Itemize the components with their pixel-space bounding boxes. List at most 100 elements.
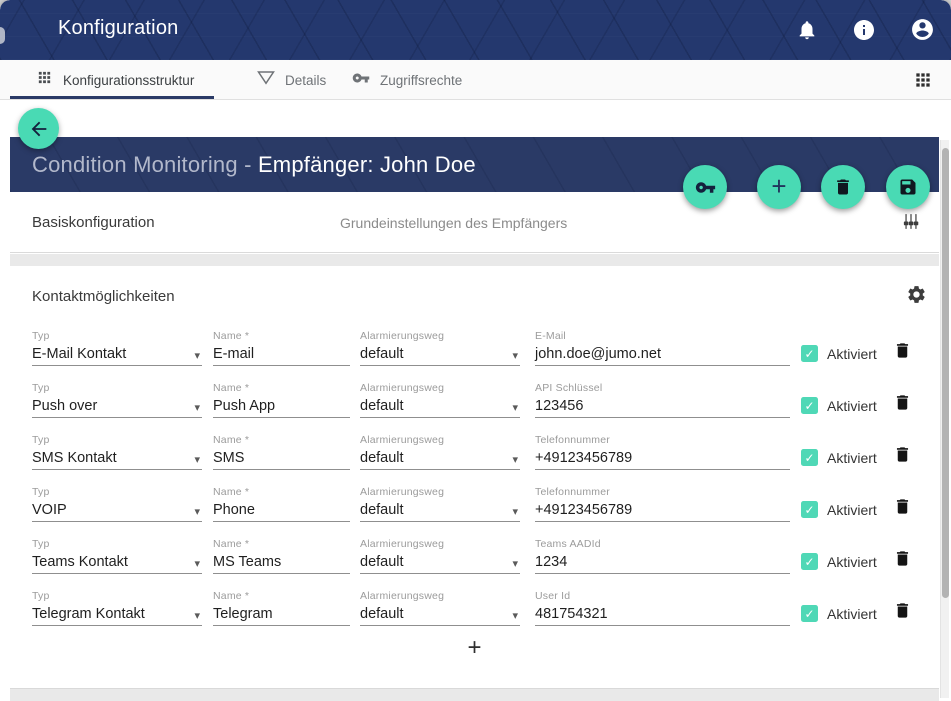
delete-contact-button[interactable] <box>893 341 912 363</box>
name-label: Name * <box>213 434 250 446</box>
page-title-emphasis: Empfänger: John Doe <box>257 151 476 177</box>
access-rights-fab[interactable] <box>683 165 727 209</box>
alarmierungsweg-select[interactable]: default ▾ <box>360 499 520 522</box>
tune-sliders-icon[interactable] <box>902 212 920 236</box>
name-input[interactable]: Telegram <box>213 603 350 626</box>
name-input[interactable]: MS Teams <box>213 551 350 574</box>
name-label: Name * <box>213 590 250 602</box>
drawer-handle[interactable] <box>0 27 5 44</box>
delete-fab[interactable] <box>821 165 865 209</box>
typ-select[interactable]: Teams Kontakt ▾ <box>32 551 202 574</box>
aktiviert-checkbox[interactable]: ✓ <box>801 605 818 622</box>
typ-select[interactable]: Telegram Kontakt ▾ <box>32 603 202 626</box>
account-icon[interactable] <box>910 17 935 42</box>
delete-contact-button[interactable] <box>893 601 912 623</box>
typ-field: Typ SMS Kontakt ▾ <box>32 434 202 470</box>
typ-select[interactable]: VOIP ▾ <box>32 499 202 522</box>
name-field: Name * Push App <box>213 382 350 418</box>
contact-value-input[interactable]: 123456 <box>535 395 790 418</box>
contact-value-input[interactable]: +49123456789 <box>535 499 790 522</box>
typ-field: Typ Push over ▾ <box>32 382 202 418</box>
delete-contact-button[interactable] <box>893 445 912 467</box>
aktiviert-checkbox[interactable]: ✓ <box>801 553 818 570</box>
apps-grid-icon[interactable] <box>913 70 933 95</box>
dropdown-arrow-icon: ▾ <box>194 454 200 466</box>
typ-select[interactable]: SMS Kontakt ▾ <box>32 447 202 470</box>
alarmierungsweg-select[interactable]: default ▾ <box>360 447 520 470</box>
typ-value: Push over <box>32 398 98 414</box>
typ-field: Typ VOIP ▾ <box>32 486 202 522</box>
name-field: Name * Phone <box>213 486 350 522</box>
alarmierungsweg-value: default <box>360 502 404 518</box>
typ-field: Typ Telegram Kontakt ▾ <box>32 590 202 626</box>
alarmierungsweg-select[interactable]: default ▾ <box>360 551 520 574</box>
trash-icon <box>896 499 909 514</box>
key-icon <box>352 69 370 92</box>
contact-value-label: Teams AADId <box>535 538 601 550</box>
trash-icon <box>837 179 849 195</box>
delete-contact-button[interactable] <box>893 549 912 571</box>
tab-zugriffsrechte[interactable]: Zugriffsrechte <box>352 60 462 100</box>
back-button[interactable] <box>18 108 59 149</box>
typ-value: Telegram Kontakt <box>32 606 145 622</box>
alarmierungsweg-select[interactable]: default ▾ <box>360 395 520 418</box>
alarmierungsweg-label: Alarmierungsweg <box>360 434 445 446</box>
alarmierungsweg-value: default <box>360 554 404 570</box>
alarmierungsweg-select[interactable]: default ▾ <box>360 603 520 626</box>
alarmierungsweg-select[interactable]: default ▾ <box>360 343 520 366</box>
aktiviert-checkbox[interactable]: ✓ <box>801 449 818 466</box>
add-contact-button[interactable]: + <box>10 634 939 662</box>
name-label: Name * <box>213 486 250 498</box>
delete-contact-button[interactable] <box>893 393 912 415</box>
aktiviert-checkbox[interactable]: ✓ <box>801 397 818 414</box>
save-fab[interactable] <box>886 165 930 209</box>
gear-icon[interactable] <box>906 284 927 310</box>
name-input[interactable]: E-mail <box>213 343 350 366</box>
plus-icon: + <box>771 171 787 201</box>
scrollbar[interactable] <box>940 140 949 698</box>
notifications-bell-icon[interactable] <box>796 19 818 41</box>
name-label: Name * <box>213 538 250 550</box>
aktiviert-checkbox[interactable]: ✓ <box>801 501 818 518</box>
name-field: Name * E-mail <box>213 330 350 366</box>
add-fab[interactable]: + <box>757 165 801 209</box>
scrollbar-thumb[interactable] <box>942 148 949 598</box>
contact-value-input[interactable]: john.doe@jumo.net <box>535 343 790 366</box>
alarmierungsweg-value: default <box>360 398 404 414</box>
contact-value: 481754321 <box>535 606 608 622</box>
contact-row: Typ Push over ▾ Name * Push App Alarmier… <box>10 378 939 430</box>
contact-value: +49123456789 <box>535 502 633 518</box>
name-input[interactable]: Phone <box>213 499 350 522</box>
name-label: Name * <box>213 382 250 394</box>
dropdown-arrow-icon: ▾ <box>512 506 518 518</box>
alarmierungsweg-label: Alarmierungsweg <box>360 382 445 394</box>
aktiviert-checkbox[interactable]: ✓ <box>801 345 818 362</box>
contact-value-input[interactable]: 481754321 <box>535 603 790 626</box>
typ-value: VOIP <box>32 502 67 518</box>
typ-label: Typ <box>32 330 50 342</box>
info-icon[interactable] <box>852 18 876 42</box>
trash-icon <box>896 551 909 566</box>
contact-value-field: User Id 481754321 <box>535 590 790 626</box>
back-arrow-icon <box>31 121 46 136</box>
delete-contact-button[interactable] <box>893 497 912 519</box>
tab-details[interactable]: Details <box>257 60 326 100</box>
dropdown-arrow-icon: ▾ <box>194 402 200 414</box>
name-input[interactable]: Push App <box>213 395 350 418</box>
alarmierungsweg-value: default <box>360 606 404 622</box>
typ-field: Typ E-Mail Kontakt ▾ <box>32 330 202 366</box>
section-title: Basiskonfiguration <box>32 214 155 231</box>
key-icon <box>695 181 715 193</box>
typ-select[interactable]: E-Mail Kontakt ▾ <box>32 343 202 366</box>
contact-value-input[interactable]: +49123456789 <box>535 447 790 470</box>
typ-select[interactable]: Push over ▾ <box>32 395 202 418</box>
name-value: E-mail <box>213 346 255 362</box>
basiskonfiguration-section[interactable]: Basiskonfiguration Grundeinstellungen de… <box>10 192 939 253</box>
contact-value-input[interactable]: 1234 <box>535 551 790 574</box>
dropdown-arrow-icon: ▾ <box>512 610 518 622</box>
aktiviert-label: Aktiviert <box>827 398 877 414</box>
alarmierungsweg-field: Alarmierungsweg default ▾ <box>360 434 520 470</box>
tab-konfigurationsstruktur[interactable]: Konfigurationsstruktur <box>36 60 194 100</box>
name-input[interactable]: SMS <box>213 447 350 470</box>
alarmierungsweg-field: Alarmierungsweg default ▾ <box>360 538 520 574</box>
